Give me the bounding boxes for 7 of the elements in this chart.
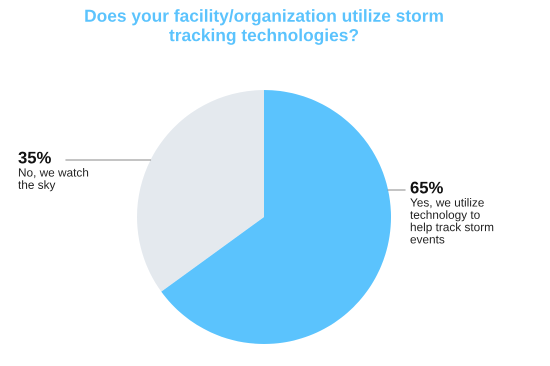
slice-label: Yes, we utilize technology to help track storm events <box>410 198 494 244</box>
data-label: 65% <box>410 182 443 194</box>
chart-title: Does your facility/organization utilize storm tracking technologies? <box>85 9 443 45</box>
data-label: 35% <box>18 152 51 164</box>
pie-slice <box>161 90 391 344</box>
pie-slice <box>137 90 264 292</box>
slice-label: No, we watch the sky <box>18 168 88 192</box>
